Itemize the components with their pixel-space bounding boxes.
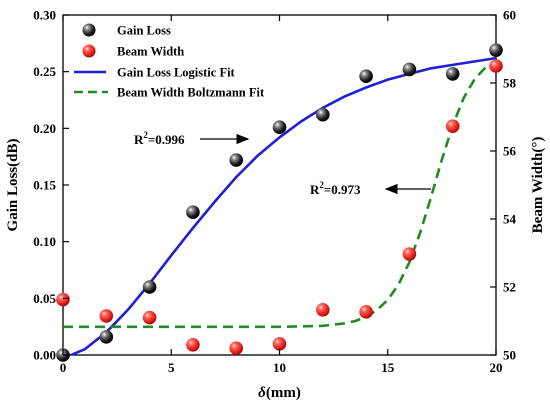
y-left-tick-label: 0.20 (33, 121, 56, 136)
x-axis-symbol: δ (258, 385, 266, 401)
y-left-tick-labels: 0.00 0.05 0.10 0.15 0.20 0.25 0.30 (33, 8, 56, 363)
annotation-text-beam: R2=0.973 (310, 180, 361, 197)
beam-width-point (229, 341, 243, 356)
y-right-tick-label: 54 (503, 212, 517, 227)
x-tick-label: 0 (60, 360, 67, 375)
gain-loss-point (316, 107, 330, 122)
axis-ticks-layer (62, 14, 497, 356)
gain-loss-point (272, 120, 287, 134)
annotation-r2-gain: R2=0.996 (134, 130, 250, 147)
y-right-tick-label: 50 (503, 348, 516, 363)
data-points-layer (56, 43, 503, 362)
x-axis-title: δ(mm) (258, 385, 301, 401)
legend-marker-beam-width (82, 44, 96, 58)
gain-loss-point (402, 62, 417, 77)
y-left-tick-label: 0.05 (33, 291, 56, 306)
annotation-text-gain: R2=0.996 (134, 130, 185, 147)
gain-loss-point (229, 153, 243, 167)
beam-width-point (99, 309, 114, 323)
gain-loss-point (359, 69, 373, 83)
legend-label-gain-loss: Gain Loss (117, 24, 171, 38)
gain-loss-point (489, 43, 503, 57)
y-left-tick-label: 0.25 (33, 64, 56, 79)
legend-marker-gain-loss (82, 23, 96, 37)
y-right-tick-label: 58 (503, 76, 517, 91)
y-left-tick-label: 0.10 (33, 234, 56, 249)
beam-width-point (402, 247, 417, 261)
x-axis-unit: (mm) (266, 385, 301, 401)
gain-loss-point (186, 205, 200, 219)
beam-width-boltzmann-fit-line (63, 59, 496, 329)
beam-width-point (489, 59, 503, 73)
y-left-axis-title: Gain Loss(dB) (5, 139, 21, 232)
y-left-tick-label: 0.15 (33, 178, 56, 193)
beam-width-point (272, 336, 287, 351)
gain-loss-logistic-fit-line (67, 56, 496, 355)
y-right-tick-label: 56 (503, 144, 517, 159)
beam-width-point (56, 292, 70, 307)
beam-width-point (359, 305, 373, 319)
x-tick-label: 15 (381, 360, 395, 375)
x-tick-label: 20 (490, 360, 503, 375)
y-right-axis-title: Beam Width(°) (530, 137, 546, 234)
legend: Gain Loss Beam Width Gain Loss Logistic … (74, 23, 265, 100)
legend-label-beam-fit: Beam Width Boltzmann Fit (117, 86, 265, 100)
legend-label-beam-width: Beam Width (117, 45, 184, 59)
fit-curves-layer (63, 56, 496, 355)
y-left-tick-label: 0.00 (33, 348, 56, 363)
beam-width-point (186, 338, 200, 352)
x-tick-labels: 0 5 10 15 20 (60, 360, 503, 375)
x-tick-label: 10 (273, 360, 286, 375)
legend-label-gain-fit: Gain Loss Logistic Fit (117, 66, 236, 80)
y-right-tick-labels: 50 52 54 56 58 60 (503, 8, 517, 363)
beam-width-point (316, 302, 330, 317)
beam-width-point (142, 310, 157, 325)
gain-loss-point (99, 330, 114, 344)
y-right-tick-label: 52 (503, 280, 516, 295)
annotation-r2-beam: R2=0.973 (310, 180, 431, 197)
beam-width-point (445, 119, 460, 133)
y-left-tick-label: 0.30 (33, 8, 56, 23)
y-right-tick-label: 60 (503, 8, 516, 23)
gain-loss-point (445, 67, 460, 81)
x-tick-label: 5 (168, 360, 175, 375)
gain-loss-point (142, 280, 157, 294)
